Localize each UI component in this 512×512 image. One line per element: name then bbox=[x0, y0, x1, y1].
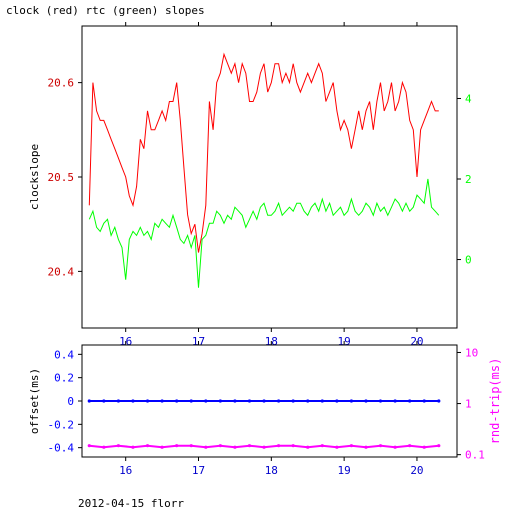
series-rnd-trip-point bbox=[116, 444, 121, 448]
series-clock bbox=[88, 52, 439, 253]
series-rnd-trip-point bbox=[204, 445, 208, 449]
y-right-axis-label: rnd-trip(ms) bbox=[488, 358, 502, 445]
y-left-tick-label: -0.4 bbox=[48, 442, 75, 455]
y-right-tick-label: 0.1 bbox=[465, 449, 485, 462]
series-rnd-trip-point bbox=[189, 444, 193, 448]
series-offset-point bbox=[291, 399, 295, 403]
series-rnd-trip-point bbox=[349, 444, 354, 448]
series-rnd-trip bbox=[87, 444, 441, 449]
series-offset-point bbox=[175, 399, 179, 403]
series-rnd-trip-point bbox=[306, 445, 310, 449]
series-rnd-trip-point bbox=[87, 444, 91, 448]
series-offset-point bbox=[306, 399, 310, 403]
y-left-tick-label: 0.2 bbox=[54, 372, 74, 385]
y-left-tick-label: 0 bbox=[67, 395, 74, 408]
series-offset-point bbox=[349, 399, 354, 403]
y-left-axis-label: clockslope bbox=[28, 144, 41, 210]
series-rnd-trip-point bbox=[262, 445, 266, 449]
y-right-tick-label: 10 bbox=[465, 346, 478, 359]
series-rnd-trip-point bbox=[145, 444, 150, 448]
series-offset-point bbox=[364, 399, 368, 403]
series-rnd-trip-point bbox=[422, 445, 426, 449]
series-offset-point bbox=[218, 399, 222, 403]
series-offset-point bbox=[320, 399, 324, 403]
y-right-tick-label: 0 bbox=[465, 254, 472, 267]
series-offset-point bbox=[437, 399, 441, 403]
series-offset-point bbox=[277, 399, 281, 403]
series-rnd-trip-point bbox=[437, 444, 441, 448]
series-offset-point bbox=[422, 399, 426, 403]
y-right-tick-label: 2 bbox=[465, 173, 472, 186]
series-offset-point bbox=[160, 399, 164, 403]
series-offset-point bbox=[102, 399, 106, 403]
series-offset-point bbox=[131, 399, 135, 403]
x-tick-label: 17 bbox=[192, 464, 205, 477]
series-offset-point bbox=[393, 399, 397, 403]
series-offset-point bbox=[378, 399, 383, 403]
series-rnd-trip-point bbox=[131, 445, 135, 449]
series-rnd-trip-point bbox=[408, 444, 412, 448]
series-rnd-trip-point bbox=[175, 444, 179, 448]
y-left-tick-label: 0.4 bbox=[54, 348, 74, 361]
chart-title: clock (red) rtc (green) slopes bbox=[6, 4, 205, 17]
series-rnd-trip-point bbox=[291, 444, 295, 448]
series-offset-point bbox=[247, 399, 252, 403]
series-rnd-trip-point bbox=[378, 444, 383, 448]
series-offset-point bbox=[204, 399, 208, 403]
offset-chart: 16 17 18 19 20 -0.4 -0.2 0 0.2 0.4 0.1 1 10 offset(ms… bbox=[28, 341, 502, 477]
y-right-tick-label: 4 bbox=[465, 92, 472, 105]
footer-date: 2012-04-15 florr bbox=[78, 497, 184, 510]
series-rnd-trip-point bbox=[102, 445, 106, 449]
y-right-tick-label: 1 bbox=[465, 398, 472, 411]
y-left-tick-label: 20.6 bbox=[48, 77, 75, 90]
series-rnd-trip-point bbox=[364, 445, 368, 449]
y-left-tick-label: -0.2 bbox=[48, 418, 75, 431]
series-offset bbox=[87, 399, 441, 403]
series-offset-point bbox=[116, 399, 121, 403]
x-tick-label: 16 bbox=[119, 464, 132, 477]
series-offset-point bbox=[408, 399, 412, 403]
series-rtc bbox=[88, 178, 440, 288]
x-tick-label: 19 bbox=[338, 464, 351, 477]
series-offset-point bbox=[87, 399, 91, 403]
y-left-axis-label: offset(ms) bbox=[28, 368, 41, 434]
plot-frame bbox=[81, 25, 458, 329]
series-offset-point bbox=[335, 399, 339, 403]
x-tick-label: 20 bbox=[410, 464, 423, 477]
series-rnd-trip-point bbox=[320, 444, 324, 448]
y-left-tick-label: 20.5 bbox=[48, 171, 75, 184]
series-rnd-trip-point bbox=[393, 445, 397, 449]
series-offset-point bbox=[145, 399, 150, 403]
series-rnd-trip-point bbox=[218, 444, 222, 448]
series-rnd-trip-point bbox=[160, 445, 164, 449]
series-offset-point bbox=[262, 399, 266, 403]
x-tick-label: 18 bbox=[265, 464, 278, 477]
series-offset-point bbox=[189, 399, 193, 403]
y-left-tick-label: 20.4 bbox=[48, 265, 75, 278]
series-offset-point bbox=[233, 399, 237, 403]
series-rnd-trip-point bbox=[247, 444, 252, 448]
series-rnd-trip-point bbox=[233, 445, 237, 449]
series-rnd-trip-point bbox=[277, 444, 281, 448]
series-rnd-trip-point bbox=[335, 445, 339, 449]
